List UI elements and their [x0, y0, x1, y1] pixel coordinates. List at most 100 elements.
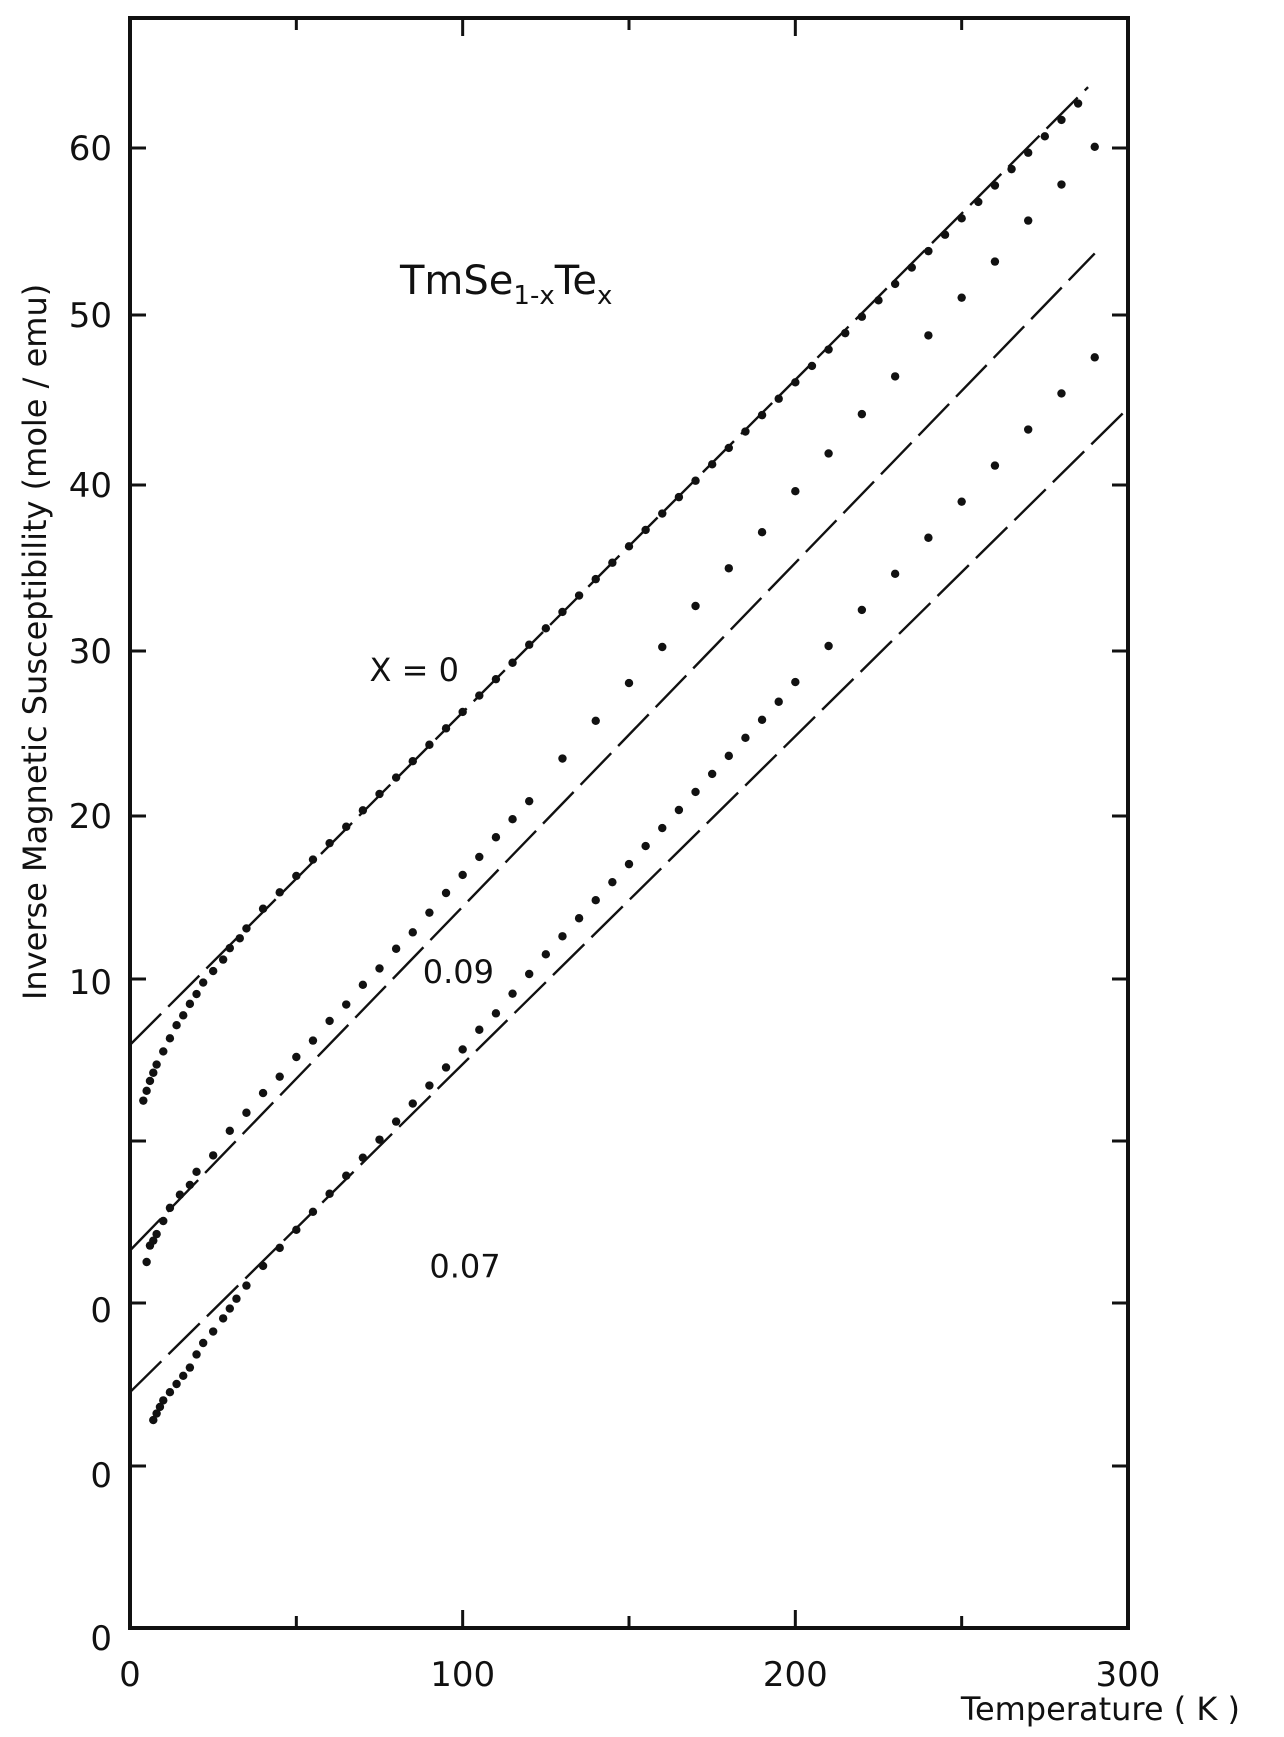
data-point-series-3: [475, 1025, 484, 1034]
data-point-series-1: [757, 410, 767, 420]
data-point-series-2: [208, 1151, 218, 1160]
data-point-series-1: [1023, 148, 1033, 157]
data-point-series-1: [159, 1047, 168, 1056]
data-point-series-3: [774, 697, 783, 706]
y-tick-label: 10: [69, 963, 112, 1003]
data-point-series-3: [375, 1135, 384, 1144]
data-point-series-1: [192, 989, 201, 999]
data-point-series-2: [242, 1108, 251, 1117]
data-point-series-3: [342, 1171, 351, 1180]
data-point-series-1: [707, 460, 717, 469]
data-point-series-1: [874, 296, 883, 305]
y-axis-title: Inverse Magnetic Susceptibility (mole / …: [16, 284, 54, 1000]
data-point-series-1: [674, 492, 684, 502]
data-point-series-3: [358, 1153, 368, 1162]
data-point-series-3: [508, 989, 517, 998]
y-tick-label: 0: [90, 1619, 112, 1659]
data-point-series-2: [342, 1000, 351, 1009]
data-point-series-1: [541, 624, 551, 633]
data-point-series-3: [624, 859, 634, 869]
data-point-series-3: [218, 1314, 228, 1323]
series-label-1: X = 0: [370, 651, 459, 689]
data-point-series-1: [658, 509, 667, 518]
data-point-series-3: [707, 769, 717, 779]
data-point-series-3: [325, 1189, 334, 1198]
data-point-series-2: [1057, 180, 1066, 189]
data-point-series-2: [558, 754, 567, 763]
data-point-series-1: [198, 978, 208, 987]
data-point-series-1: [974, 197, 983, 207]
data-point-series-2: [225, 1126, 234, 1136]
data-point-series-3: [192, 1350, 201, 1359]
data-point-series-2: [152, 1229, 161, 1239]
data-point-series-1: [225, 943, 234, 953]
data-point-series-1: [258, 904, 268, 913]
data-point-series-2: [791, 487, 800, 496]
data-point-series-1: [275, 888, 284, 897]
chart-title: TmSe1-xTex: [399, 258, 612, 311]
plot-frame: [128, 16, 1130, 1630]
data-point-series-1: [235, 934, 244, 943]
data-point-series-3: [724, 751, 733, 761]
data-point-series-3: [658, 823, 667, 833]
data-point-series-3: [242, 1281, 251, 1290]
data-point-series-3: [741, 733, 750, 743]
data-point-series-1: [890, 279, 900, 289]
fit-lines-layer: [129, 86, 1129, 1394]
data-point-series-1: [358, 806, 368, 815]
data-point-series-1: [172, 1020, 181, 1030]
data-point-series-1: [924, 246, 933, 256]
data-point-series-2: [292, 1052, 301, 1062]
data-point-series-1: [165, 1034, 175, 1043]
fit-line-2: [129, 252, 1096, 1252]
data-point-series-2: [308, 1036, 318, 1045]
data-point-series-3: [391, 1117, 401, 1126]
data-point-series-3: [574, 914, 584, 923]
data-point-series-3: [791, 677, 800, 687]
title-subscript-1: 1-x: [513, 281, 554, 311]
data-point-series-2: [475, 852, 484, 862]
data-point-series-2: [275, 1072, 284, 1081]
data-point-series-1: [425, 740, 434, 749]
data-point-series-3: [558, 932, 567, 941]
data-point-series-1: [149, 1068, 158, 1077]
data-point-series-2: [857, 409, 867, 419]
data-point-series-1: [791, 378, 800, 387]
data-point-series-1: [807, 361, 817, 371]
data-point-series-3: [541, 950, 551, 959]
y-tick-label: 30: [69, 632, 112, 672]
data-point-series-3: [924, 533, 933, 542]
data-point-series-1: [342, 822, 351, 831]
data-point-series-1: [957, 214, 966, 223]
data-point-series-2: [441, 888, 451, 898]
data-point-series-1: [558, 607, 567, 617]
data-point-series-1: [990, 181, 1000, 190]
data-point-series-1: [608, 558, 617, 567]
data-point-series-2: [165, 1203, 175, 1213]
series-label-3: 0.07: [429, 1247, 500, 1285]
data-point-series-1: [441, 724, 451, 733]
data-point-series-3: [179, 1371, 188, 1381]
data-point-series-2: [624, 678, 634, 688]
x-tick-label: 300: [1096, 1655, 1161, 1695]
data-point-series-2: [149, 1236, 158, 1245]
data-point-series-1: [624, 542, 634, 551]
data-point-series-1: [308, 855, 318, 864]
data-point-series-1: [185, 999, 195, 1009]
data-point-series-2: [525, 796, 534, 806]
data-point-series-3: [441, 1063, 451, 1072]
y-tick-label: 50: [69, 296, 112, 336]
y-tick-label: 0: [90, 1456, 112, 1496]
data-points-layer: [139, 99, 1099, 1425]
data-point-series-2: [142, 1257, 151, 1267]
fit-line-1: [129, 86, 1089, 1046]
data-point-series-2: [1090, 142, 1099, 151]
data-point-series-2: [375, 964, 384, 973]
data-point-series-1: [475, 691, 484, 700]
x-axis-title: Temperature ( K ): [960, 1690, 1240, 1728]
data-point-series-2: [691, 601, 700, 611]
data-point-series-2: [391, 944, 401, 953]
labels-layer: TmSe1-xTex Temperature ( K ) Inverse Mag…: [16, 258, 1240, 1728]
